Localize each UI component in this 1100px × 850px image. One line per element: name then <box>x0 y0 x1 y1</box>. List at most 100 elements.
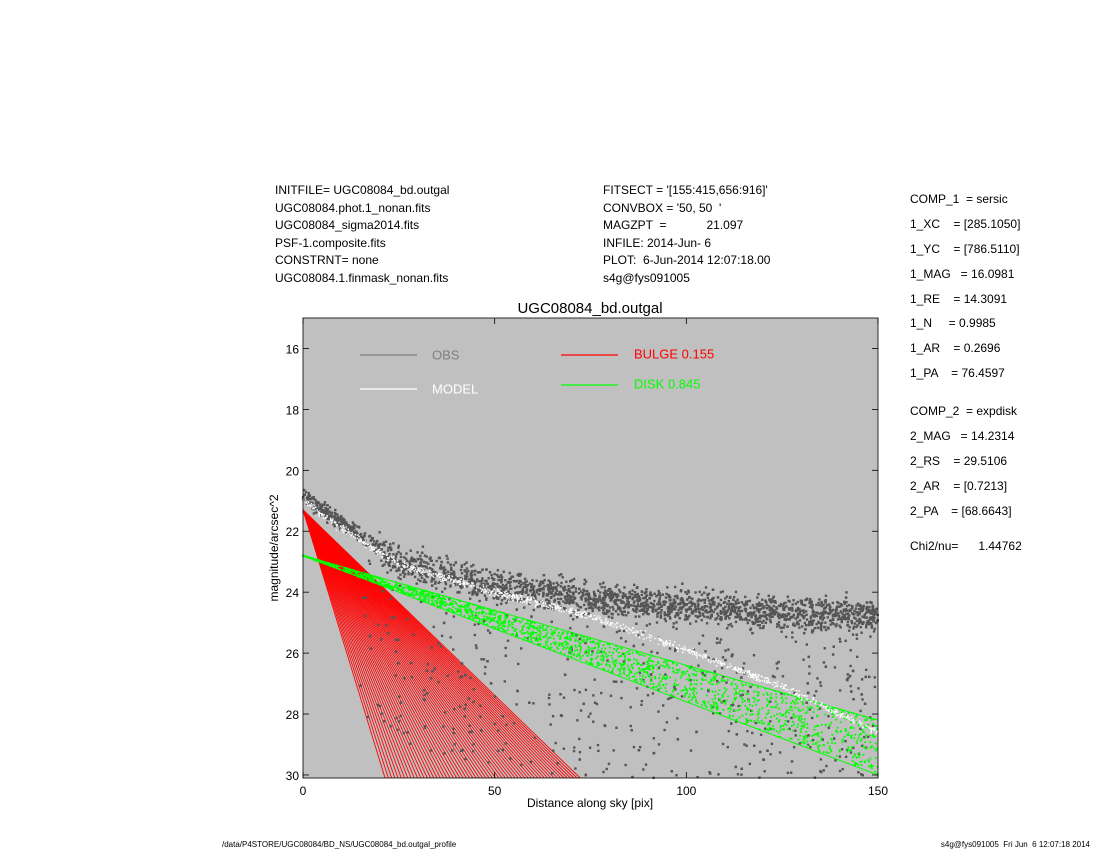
obs-point <box>670 605 673 608</box>
disk-point <box>497 620 500 623</box>
obs-point <box>657 688 660 691</box>
param-line: 2_AR = [0.7213] <box>910 478 1008 493</box>
disk-point <box>847 731 850 734</box>
disk-point <box>649 656 652 659</box>
obs-point <box>442 577 445 581</box>
obs-point <box>587 594 591 597</box>
bulge-line <box>302 509 490 779</box>
obs-point <box>348 526 351 529</box>
bulge-line <box>302 509 506 779</box>
obs-point <box>673 649 677 653</box>
obs-point <box>811 610 815 614</box>
obs-point <box>364 539 367 543</box>
obs-point <box>505 723 508 726</box>
disk-point <box>504 615 507 618</box>
obs-point <box>857 622 861 625</box>
obs-point <box>776 667 779 670</box>
obs-point <box>664 673 667 676</box>
obs-point <box>670 770 673 773</box>
obs-point <box>809 616 812 619</box>
obs-point <box>700 593 704 596</box>
bulge-line <box>302 509 428 779</box>
obs-point <box>547 606 550 610</box>
obs-point <box>590 602 593 606</box>
bulge-line <box>302 509 581 779</box>
obs-point <box>388 564 391 567</box>
disk-point <box>428 599 430 602</box>
obs-point <box>335 521 338 524</box>
obs-point <box>848 603 851 607</box>
disk-point <box>839 721 842 724</box>
disk-point <box>475 612 477 615</box>
disk-point <box>497 622 500 625</box>
disk-point <box>379 581 382 584</box>
obs-point <box>819 624 823 627</box>
disk-point <box>618 662 621 665</box>
obs-point <box>569 580 572 583</box>
obs-point <box>573 596 577 600</box>
obs-point <box>402 570 405 573</box>
disk-point <box>871 745 873 748</box>
disk-point <box>740 695 743 698</box>
obs-point <box>801 625 804 628</box>
disk-point <box>797 707 800 710</box>
obs-point <box>736 773 740 776</box>
disk-point <box>869 734 872 737</box>
obs-point <box>325 509 329 513</box>
disk-point <box>566 631 569 634</box>
disk-point <box>870 719 873 721</box>
obs-point <box>517 574 520 577</box>
obs-point <box>839 610 843 614</box>
disk-point <box>506 625 509 628</box>
obs-point <box>394 556 397 559</box>
obs-point <box>452 615 456 618</box>
disk-point <box>440 600 443 603</box>
obs-point <box>845 601 848 604</box>
obs-point <box>304 490 308 494</box>
disk-point <box>306 556 309 558</box>
obs-point <box>602 599 605 602</box>
disk-point <box>569 645 572 648</box>
obs-point <box>792 599 795 602</box>
disk-point <box>831 713 834 716</box>
obs-point <box>402 567 405 570</box>
obs-point <box>609 596 612 599</box>
disk-point <box>537 643 540 645</box>
obs-point <box>838 605 842 608</box>
obs-point <box>448 597 451 601</box>
obs-point <box>376 549 380 552</box>
obs-point <box>324 507 327 510</box>
obs-point <box>768 605 771 608</box>
obs-point <box>430 568 434 571</box>
obs-point <box>868 623 871 626</box>
obs-point <box>669 599 672 602</box>
disk-point <box>327 562 330 565</box>
obs-point <box>697 610 701 614</box>
disk-point <box>550 646 553 649</box>
disk-point <box>804 712 807 715</box>
obs-point <box>495 596 498 599</box>
obs-point <box>410 675 414 679</box>
disk-point <box>830 738 833 740</box>
obs-point <box>530 615 533 618</box>
disk-point <box>371 575 374 578</box>
obs-point <box>470 574 474 577</box>
disk-point <box>795 715 797 718</box>
obs-point <box>637 595 640 598</box>
obs-point <box>693 608 697 611</box>
obs-point <box>421 570 424 573</box>
disk-point <box>504 613 506 616</box>
disk-point <box>497 625 500 627</box>
obs-point <box>719 598 723 602</box>
disk-point <box>572 653 575 656</box>
obs-point <box>468 578 471 581</box>
disk-point <box>801 741 803 744</box>
disk-point <box>601 647 603 650</box>
bulge-line <box>302 509 516 779</box>
disk-point <box>388 586 391 589</box>
obs-point <box>633 594 636 597</box>
obs-point <box>569 626 572 630</box>
param-line: 1_PA = 76.4597 <box>910 366 1005 381</box>
obs-point <box>689 607 692 610</box>
obs-point <box>442 566 446 569</box>
